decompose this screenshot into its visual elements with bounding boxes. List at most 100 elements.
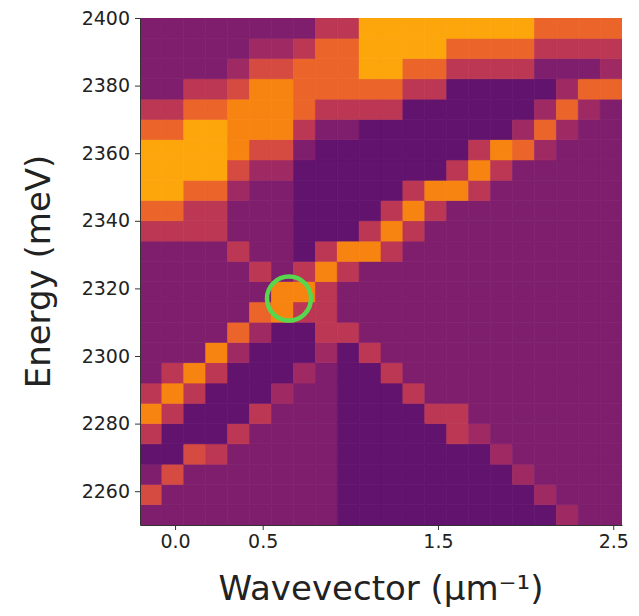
y-axis-tick-mark: [135, 18, 140, 19]
heatmap-cell: [534, 282, 556, 302]
heatmap-cell: [534, 302, 556, 322]
heatmap-cell: [600, 424, 622, 444]
y-axis-tick: 2380: [82, 74, 140, 96]
heatmap-cell: [556, 282, 578, 302]
heatmap-cell: [250, 363, 272, 383]
heatmap-cell: [315, 140, 337, 160]
heatmap-cell: [206, 403, 228, 423]
heatmap-cell: [337, 322, 359, 342]
heatmap-cell: [228, 180, 250, 200]
heatmap-cell: [359, 180, 381, 200]
heatmap-cell: [184, 484, 206, 504]
heatmap-cell: [359, 444, 381, 464]
heatmap-cell: [250, 403, 272, 423]
heatmap-cell: [512, 505, 534, 525]
heatmap-cell: [447, 201, 469, 221]
heatmap-cell: [425, 282, 447, 302]
heatmap-cell: [162, 119, 184, 139]
heatmap-cell: [140, 160, 162, 180]
heatmap-cell: [403, 180, 425, 200]
heatmap-cell: [425, 363, 447, 383]
heatmap-cell: [381, 18, 403, 38]
heatmap-cell: [337, 160, 359, 180]
heatmap-cell: [403, 342, 425, 362]
page: {"chart_data": { "type": "heatmap", "x_l…: [0, 0, 639, 616]
x-axis-tick-mark: [438, 525, 439, 530]
heatmap-cell: [228, 241, 250, 261]
heatmap-cell: [315, 342, 337, 362]
heatmap-cell: [228, 484, 250, 504]
heatmap-cell: [206, 119, 228, 139]
heatmap-cell: [512, 484, 534, 504]
x-axis-tick-label: 1.5: [423, 530, 453, 552]
heatmap-cell: [162, 18, 184, 38]
heatmap-cell: [600, 282, 622, 302]
heatmap-cell: [271, 383, 293, 403]
y-axis-tick-label: 2360: [82, 142, 130, 164]
heatmap-cell: [206, 221, 228, 241]
heatmap-cell: [250, 221, 272, 241]
heatmap-cell: [140, 302, 162, 322]
heatmap-cell: [578, 59, 600, 79]
heatmap-cell: [381, 383, 403, 403]
heatmap-cell: [381, 221, 403, 241]
heatmap-cell: [556, 484, 578, 504]
heatmap-cell: [206, 79, 228, 99]
heatmap-cell: [140, 79, 162, 99]
y-axis-tick-mark: [135, 356, 140, 357]
heatmap-cell: [578, 221, 600, 241]
heatmap-cell: [469, 241, 491, 261]
heatmap-cell: [140, 38, 162, 58]
heatmap-cell: [534, 424, 556, 444]
heatmap-cell: [337, 140, 359, 160]
heatmap-cell: [600, 79, 622, 99]
heatmap-cell: [293, 322, 315, 342]
heatmap-cell: [337, 505, 359, 525]
heatmap-cell: [250, 119, 272, 139]
y-axis-tick-label: 2380: [82, 74, 130, 96]
y-axis-tick-label: 2400: [82, 7, 130, 29]
heatmap-cell: [447, 180, 469, 200]
heatmap-cell: [140, 59, 162, 79]
heatmap-cell: [162, 505, 184, 525]
heatmap-cell: [184, 363, 206, 383]
heatmap-cell: [534, 79, 556, 99]
heatmap-cell: [184, 38, 206, 58]
x-axis-tick-label: 0.0: [160, 530, 190, 552]
heatmap-cell: [425, 464, 447, 484]
heatmap-cell: [337, 342, 359, 362]
heatmap-cell: [293, 444, 315, 464]
y-axis-tick-label: 2280: [82, 412, 130, 434]
heatmap-cell: [337, 464, 359, 484]
heatmap-cell: [447, 79, 469, 99]
heatmap-cell: [162, 363, 184, 383]
heatmap-cell: [534, 363, 556, 383]
heatmap-cell: [469, 38, 491, 58]
heatmap-cell: [381, 424, 403, 444]
heatmap-cell: [512, 302, 534, 322]
heatmap-cell: [512, 261, 534, 281]
heatmap-cell: [578, 261, 600, 281]
heatmap-cell: [556, 140, 578, 160]
heatmap-cell: [491, 140, 513, 160]
heatmap-cell: [162, 322, 184, 342]
heatmap-cell: [578, 505, 600, 525]
heatmap-cell: [447, 484, 469, 504]
heatmap-cell: [578, 241, 600, 261]
heatmap-cell: [600, 444, 622, 464]
heatmap-cell: [447, 342, 469, 362]
heatmap-cell: [337, 119, 359, 139]
x-axis-title: Wavevector (μm⁻¹): [219, 568, 544, 608]
heatmap-cell: [403, 201, 425, 221]
heatmap-cell: [534, 403, 556, 423]
heatmap-cell: [381, 322, 403, 342]
heatmap-cell: [250, 464, 272, 484]
heatmap-cell: [140, 484, 162, 504]
heatmap-cell: [403, 505, 425, 525]
heatmap-cell: [162, 99, 184, 119]
heatmap-cell: [469, 201, 491, 221]
heatmap-cell: [293, 18, 315, 38]
heatmap-cell: [315, 241, 337, 261]
heatmap-cell: [162, 383, 184, 403]
heatmap-cell: [184, 302, 206, 322]
